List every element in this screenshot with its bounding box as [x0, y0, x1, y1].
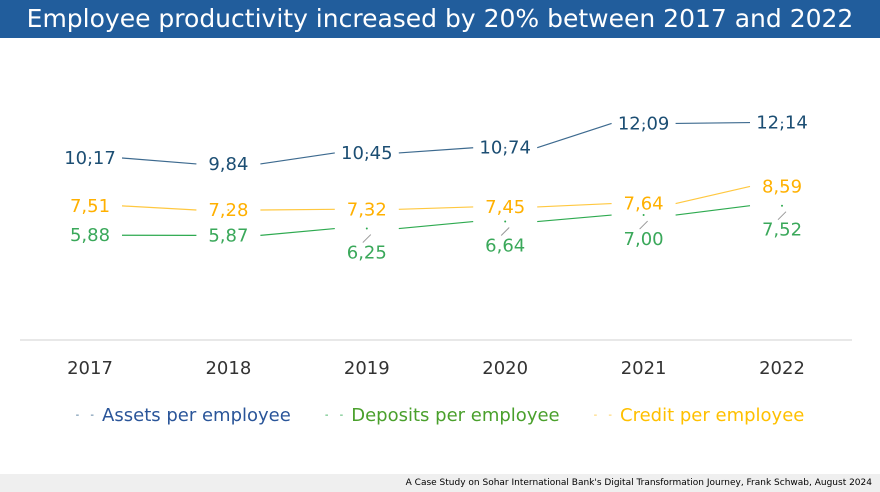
series-line-segment: [537, 202, 612, 208]
legend: - - Assets per employee - - Deposits per em…: [0, 405, 880, 426]
legend-item: - - Deposits per employee: [325, 405, 560, 426]
leader-line: [639, 220, 648, 230]
data-point: [642, 202, 645, 205]
data-label: 5,88: [70, 225, 110, 246]
data-label: 7,52: [762, 220, 802, 241]
legend-swatch: - -: [593, 410, 617, 421]
data-point: [227, 209, 230, 212]
x-tick-label: 2022: [759, 358, 805, 379]
data-label: 7,32: [347, 199, 387, 220]
leader-line: [500, 227, 510, 236]
series-line-segment: [537, 122, 612, 149]
series-line-segment: [121, 205, 197, 211]
leader-line: [362, 234, 372, 243]
data-label: 7,45: [485, 197, 525, 218]
data-point: [365, 151, 368, 154]
data-point: [781, 204, 783, 207]
series-deposits-per-employee: 5,88 5,87 6,25 6,64 7,00 7,52: [70, 204, 802, 264]
data-label: 5,87: [208, 225, 248, 246]
x-tick-label: 2020: [482, 358, 528, 379]
series-line-segment: [260, 152, 335, 165]
series-line-segment: [260, 208, 335, 211]
data-point: [642, 122, 645, 125]
series-line-segment: [675, 121, 751, 125]
x-tick-label: 2019: [344, 358, 390, 379]
legend-label: Credit per employee: [620, 405, 805, 426]
data-label: 12,09: [618, 113, 670, 134]
footer-citation: A Case Study on Sohar International Bank…: [0, 474, 880, 492]
leader-line: [777, 211, 787, 221]
data-label: 8,59: [762, 176, 802, 197]
data-point: [227, 234, 230, 237]
data-point: [504, 205, 507, 208]
data-label: 12,14: [756, 113, 808, 134]
data-label: 7,51: [70, 196, 110, 217]
series-credit-per-employee: 7,51 7,28 7,32 7,45 7,64 8,59: [70, 176, 802, 221]
data-label: 7,28: [208, 200, 248, 221]
data-label: 10,45: [341, 143, 393, 164]
data-point: [227, 162, 230, 165]
x-tick-label: 2021: [621, 358, 667, 379]
x-tick-label: 2017: [67, 358, 113, 379]
series-line-segment: [121, 157, 197, 165]
data-point: [365, 227, 368, 230]
legend-label: Assets per employee: [102, 405, 291, 426]
series-assets-per-employee: 10,17 9,84 10,45 10,74 12,09 12,14: [64, 113, 808, 175]
legend-item: - - Assets per employee: [76, 405, 291, 426]
data-label: 7,64: [624, 194, 664, 215]
legend-swatch: - -: [324, 410, 348, 421]
data-label: 7,00: [624, 229, 664, 250]
legend-swatch: - -: [75, 410, 99, 421]
series-line-segment: [398, 206, 474, 210]
data-point: [365, 208, 368, 211]
series-line-segment: [260, 227, 335, 236]
data-point: [781, 121, 783, 124]
series-line-segment: [537, 214, 612, 223]
series-line-segment: [675, 185, 751, 205]
series-line-segment: [398, 220, 474, 230]
data-point: [504, 220, 507, 223]
data-point: [89, 204, 91, 207]
data-label: 6,64: [485, 236, 525, 257]
data-point: [89, 157, 91, 159]
data-point: [781, 185, 783, 188]
x-tick-label: 2018: [205, 358, 251, 379]
series-line-segment: [675, 205, 751, 216]
chart-title: Employee productivity increased by 20% b…: [0, 0, 880, 38]
series-line-segment: [398, 147, 474, 154]
data-point: [642, 214, 645, 217]
data-label: 10,17: [64, 148, 116, 169]
data-label: 9,84: [208, 154, 248, 175]
data-point: [504, 146, 507, 149]
data-label: 6,25: [347, 243, 387, 264]
legend-label: Deposits per employee: [351, 405, 560, 426]
data-label: 10,74: [479, 138, 531, 159]
data-point: [89, 234, 91, 237]
legend-item: - - Credit per employee: [594, 405, 805, 426]
